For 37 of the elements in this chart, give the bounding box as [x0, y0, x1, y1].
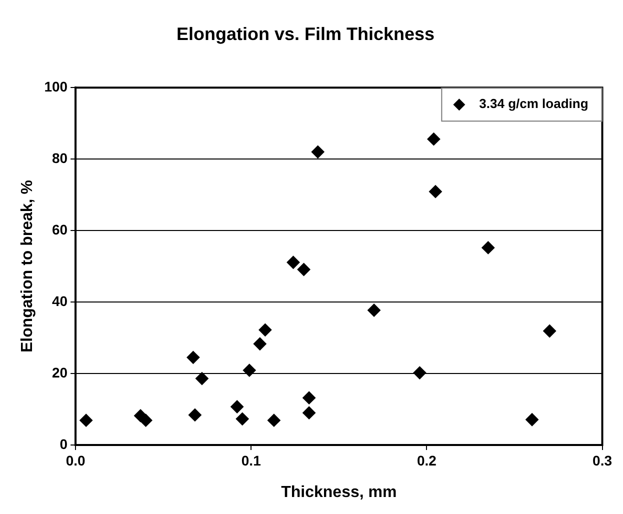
point	[413, 366, 426, 380]
point	[230, 400, 244, 414]
legend-label: 3.34 g/cm loading	[479, 96, 588, 112]
point	[286, 256, 300, 269]
point	[267, 414, 280, 427]
y-tick-label: 40	[52, 292, 68, 309]
point	[302, 406, 316, 420]
x-tick-label: 0.1	[241, 452, 262, 468]
point	[258, 323, 272, 336]
point	[482, 241, 495, 254]
point	[427, 132, 440, 146]
y-tick-label: 80	[52, 150, 68, 166]
chart-title: Elongation vs. Film Thickness	[176, 24, 435, 44]
x-tick-label: 0.3	[592, 452, 612, 468]
y-tick-label: 0	[60, 436, 68, 452]
y-tick-label: 60	[52, 221, 68, 238]
point	[311, 145, 324, 158]
x-tick-label: 0.2	[416, 452, 437, 468]
point	[139, 414, 152, 427]
point	[80, 414, 93, 427]
point	[188, 408, 202, 422]
y-axis-title: Elongation to break, %	[19, 180, 36, 353]
y-tick-label: 20	[52, 364, 68, 380]
point	[526, 413, 539, 426]
y-tick-label: 100	[44, 78, 68, 94]
x-tick-label: 0.0	[66, 452, 86, 468]
point	[195, 372, 208, 386]
point	[297, 263, 310, 276]
point	[236, 412, 249, 426]
point	[186, 350, 200, 364]
point	[253, 337, 266, 350]
point	[543, 324, 556, 338]
point	[302, 391, 316, 404]
point	[242, 364, 256, 377]
x-axis-title: Thickness, mm	[281, 484, 397, 501]
point	[428, 185, 442, 198]
point	[368, 304, 381, 317]
